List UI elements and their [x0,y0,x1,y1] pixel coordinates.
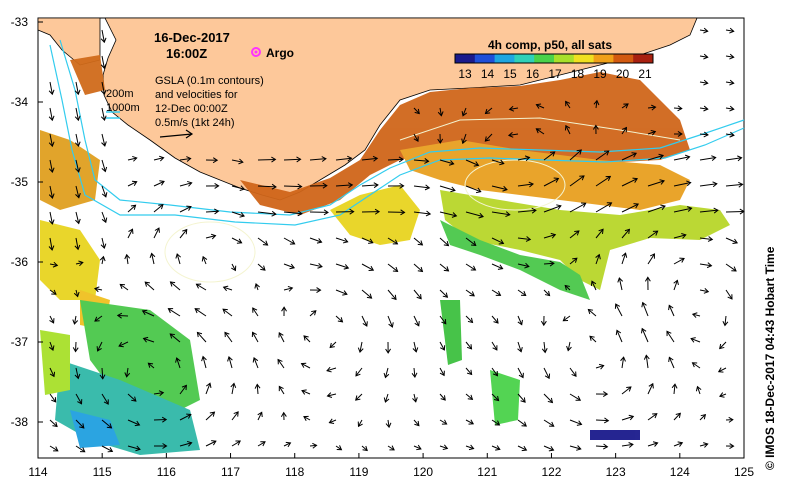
y-tick-label: -37 [10,335,28,349]
x-tick-label: 118 [285,465,305,479]
copyright-symbol: © [763,461,777,470]
credit-label: © IMOS 18-Dec-2017 04:43 Hobart Time [763,247,777,470]
velocity-arrows [48,27,745,453]
gsla-legend: GSLA (0.1m contours) and velocities for … [155,74,264,130]
depth-1000-label: 1000m [106,102,140,114]
legend-line-3: 12-Dec 00:00Z [155,103,228,115]
x-tick-label: 116 [156,465,176,479]
y-tick-label: -36 [10,255,28,269]
depth-200-label: 200m [106,88,134,100]
time-line: 16:00Z [166,46,208,61]
x-tick-label: 117 [220,465,241,479]
colorbar-tick: 14 [480,67,495,81]
sst-colorbar [454,53,654,64]
colorbar-tick: 16 [525,67,540,81]
credit-text: IMOS 18-Dec-2017 04:43 Hobart Time [763,246,777,458]
x-tick-label: 114 [28,465,48,479]
depth-legend-lines [106,111,120,119]
colorbar-tick: 19 [593,67,607,81]
date-label: 16-Dec-2017 16:00Z [154,30,230,62]
colorbar-tick: 20 [615,67,630,81]
date-line: 16-Dec-2017 [154,30,230,45]
colorbar-tick: 17 [548,67,562,81]
land-cape-leeuwin [37,17,101,66]
colorbar-tick: 15 [503,67,517,81]
x-tick-label: 124 [669,465,690,479]
x-tick-label: 119 [349,465,369,479]
y-tick-label: -34 [10,95,28,109]
x-tick-label: 120 [413,465,434,479]
x-tick-label: 122 [541,465,562,479]
x-tick-label: 115 [92,465,112,479]
legend-line-2: and velocities for [155,89,238,101]
gsla-contours [164,117,681,283]
axis-ticks [37,21,745,458]
bathymetry-contours [49,39,745,226]
colorbar-tick: 18 [570,67,585,81]
y-tick-label: -35 [10,175,28,189]
x-tick-label: 125 [733,465,755,479]
x-tick-label: 121 [477,465,498,479]
colorbar-title: 4h comp, p50, all sats [488,38,613,52]
velocity-scale-arrow [159,129,194,139]
y-tick-label: -33 [10,15,28,29]
x-tick-label: 123 [605,465,626,479]
y-tick-label: -38 [10,415,28,429]
legend-line-4: 0.5m/s (1kt 24h) [155,117,235,129]
legend-line-1: GSLA (0.1m contours) [155,75,264,87]
argo-label: Argo [266,46,294,60]
sst-swaths [40,55,730,455]
colorbar-tick: 13 [458,67,472,81]
argo-marker [251,47,261,57]
colorbar-tick: 21 [638,67,652,81]
